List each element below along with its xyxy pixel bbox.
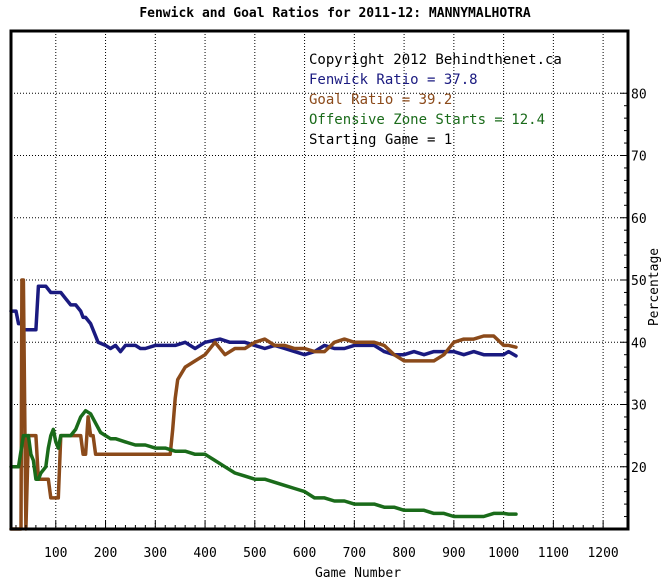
- x-tick-label: 400: [193, 546, 216, 561]
- legend-entry: Fenwick Ratio = 37.8: [309, 72, 478, 88]
- y-axis-label: Percentage: [647, 248, 662, 326]
- x-tick-label: 1200: [587, 546, 618, 561]
- series-line-2: [9, 278, 518, 531]
- x-axis-label: Game Number: [315, 566, 401, 580]
- y-tick-label: 70: [631, 150, 647, 165]
- y-tick-label: 40: [631, 336, 647, 351]
- x-tick-label: 900: [442, 546, 465, 561]
- y-tick-label: 30: [631, 399, 647, 414]
- legend-entry: Copyright 2012 Behindthenet.ca: [309, 52, 562, 68]
- x-tick-label: 800: [392, 546, 415, 561]
- y-tick-label: 60: [631, 212, 647, 227]
- x-tick-label: 700: [343, 546, 366, 561]
- series-line-1: [9, 284, 518, 358]
- series-line-3: [9, 408, 518, 519]
- legend-entry: Goal Ratio = 39.2: [309, 92, 452, 108]
- x-tick-label: 600: [293, 546, 316, 561]
- legend-entry: Starting Game = 1: [309, 132, 452, 148]
- legend-entry: Offensive Zone Starts = 12.4: [309, 112, 545, 128]
- legend: Copyright 2012 Behindthenet.ca Fenwick Ra…: [309, 52, 562, 148]
- x-tick-label: 100: [44, 546, 67, 561]
- series-group: [9, 278, 518, 531]
- x-tick-label: 1100: [538, 546, 569, 561]
- x-tick-label: 300: [144, 546, 167, 561]
- y-tick-label: 20: [631, 461, 647, 476]
- x-tick-label: 500: [243, 546, 266, 561]
- x-tick-label: 200: [94, 546, 117, 561]
- x-tick-labels: 100 200 300 400 500 600 700 800 900 1000 1100 1200: [15, 521, 619, 561]
- grid: [11, 31, 628, 529]
- y-tick-labels: 20 30 40 50 60 70 80: [620, 87, 647, 518]
- chart-title: Fenwick and Goal Ratios for 2011-12: MAN…: [139, 6, 531, 21]
- y-tick-label: 80: [631, 87, 647, 102]
- y-tick-label: 50: [631, 274, 647, 289]
- x-tick-label: 1000: [488, 546, 519, 561]
